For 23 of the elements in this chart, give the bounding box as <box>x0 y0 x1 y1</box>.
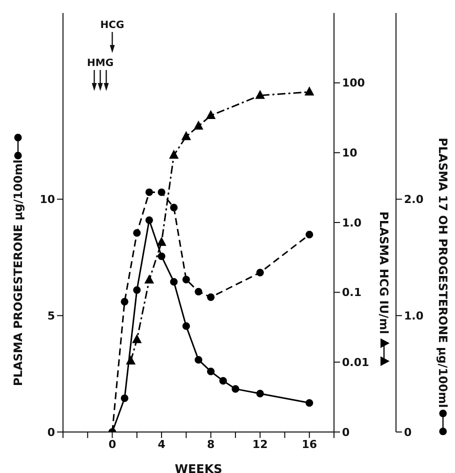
y3-tick-label: 0 <box>404 426 412 439</box>
y3-tick-label: 2.0 <box>404 193 424 206</box>
y-tick-label: 5 <box>47 310 55 323</box>
y2-tick-label: 10 <box>342 146 358 160</box>
y3-tick-label: 1.0 <box>404 310 424 323</box>
y-tick-label: 10 <box>40 193 56 206</box>
y2-tick-label: 0 <box>342 426 350 439</box>
x-tick-label: 8 <box>206 438 215 451</box>
annotation: HCG <box>100 20 124 31</box>
y-axis-title: PLASMA PROGESTERONE µg/100ml <box>11 159 25 386</box>
x-tick-label: 12 <box>252 438 268 451</box>
y2-tick-label: 100 <box>342 76 366 90</box>
y3-axis-title: PLASMA 17 OH PROGESTERONE µg/100ml <box>436 138 450 408</box>
y2-axis-title: PLASMA HCG IU/ml <box>377 212 391 334</box>
x-tick-label: 16 <box>302 438 318 451</box>
annotation: HMG <box>87 58 114 69</box>
x-tick-label: 0 <box>108 438 116 451</box>
y2-tick-label: 1.0 <box>342 216 362 230</box>
x-tick-label: 4 <box>158 438 166 451</box>
y2-tick-label: 0.01 <box>342 356 370 370</box>
y-tick-label: 0 <box>47 426 56 439</box>
x-axis-title: WEEKS <box>174 462 222 473</box>
y2-tick-label: 0.1 <box>342 286 362 300</box>
